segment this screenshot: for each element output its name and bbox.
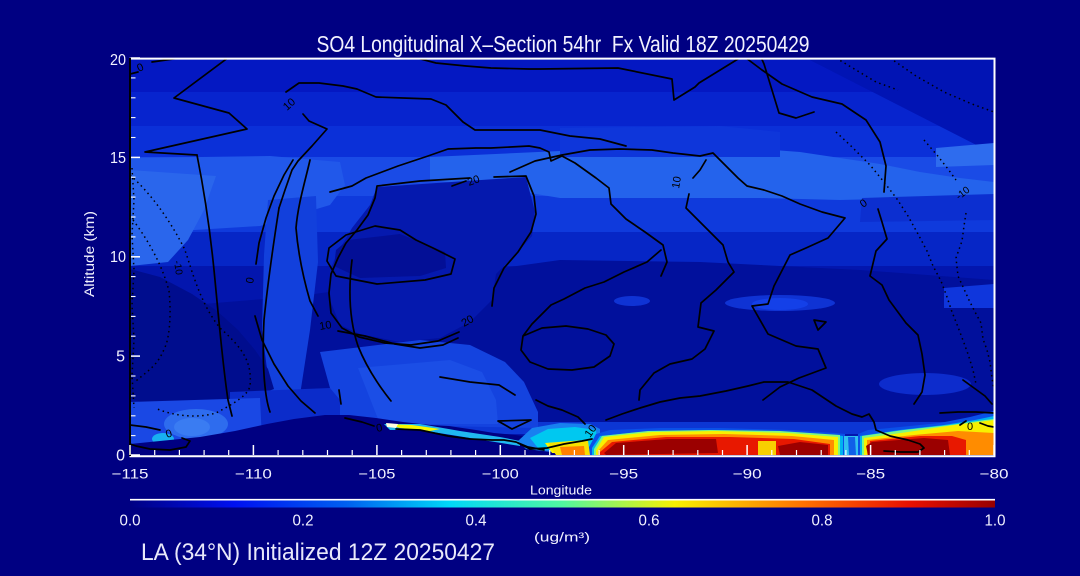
svg-text:20: 20 <box>110 52 126 69</box>
svg-text:0.4: 0.4 <box>466 513 487 530</box>
svg-text:1.0: 1.0 <box>985 513 1006 530</box>
svg-text:−100: −100 <box>482 466 519 482</box>
svg-text:0: 0 <box>967 421 973 433</box>
svg-text:0: 0 <box>858 197 870 210</box>
svg-text:−80: −80 <box>980 466 1009 482</box>
svg-text:5: 5 <box>116 349 125 366</box>
svg-text:15: 15 <box>110 150 126 167</box>
svg-text:0.2: 0.2 <box>293 513 314 530</box>
svg-text:0: 0 <box>135 61 146 74</box>
svg-text:-10: -10 <box>171 260 184 276</box>
svg-text:0: 0 <box>244 276 257 284</box>
svg-text:20: 20 <box>460 313 477 330</box>
svg-text:−90: −90 <box>733 466 762 482</box>
svg-text:(ug/m³): (ug/m³) <box>534 531 590 545</box>
svg-text:LA (34°N) Initialized 12Z 2025: LA (34°N) Initialized 12Z 20250427 <box>141 539 495 566</box>
svg-text:20: 20 <box>466 173 482 188</box>
svg-text:0: 0 <box>116 448 125 465</box>
svg-text:10: 10 <box>318 319 332 333</box>
svg-text:10: 10 <box>583 423 600 440</box>
svg-text:0.8: 0.8 <box>812 513 833 530</box>
svg-text:0.6: 0.6 <box>639 513 660 530</box>
svg-text:−110: −110 <box>235 466 272 482</box>
svg-text:−85: −85 <box>856 466 885 482</box>
svg-text:0.0: 0.0 <box>120 513 141 530</box>
svg-text:10: 10 <box>110 249 126 266</box>
svg-text:10: 10 <box>670 175 684 189</box>
svg-text:0: 0 <box>164 428 174 441</box>
svg-text:−95: −95 <box>609 466 638 482</box>
svg-text:SO4 Longitudinal X–Section 54h: SO4 Longitudinal X–Section 54hr Fx Valid… <box>317 31 810 57</box>
svg-text:Longitude: Longitude <box>530 484 592 498</box>
svg-text:−105: −105 <box>358 466 395 482</box>
svg-text:−115: −115 <box>112 466 149 482</box>
svg-text:0: 0 <box>375 422 383 435</box>
svg-text:Altitude (km): Altitude (km) <box>82 211 97 297</box>
